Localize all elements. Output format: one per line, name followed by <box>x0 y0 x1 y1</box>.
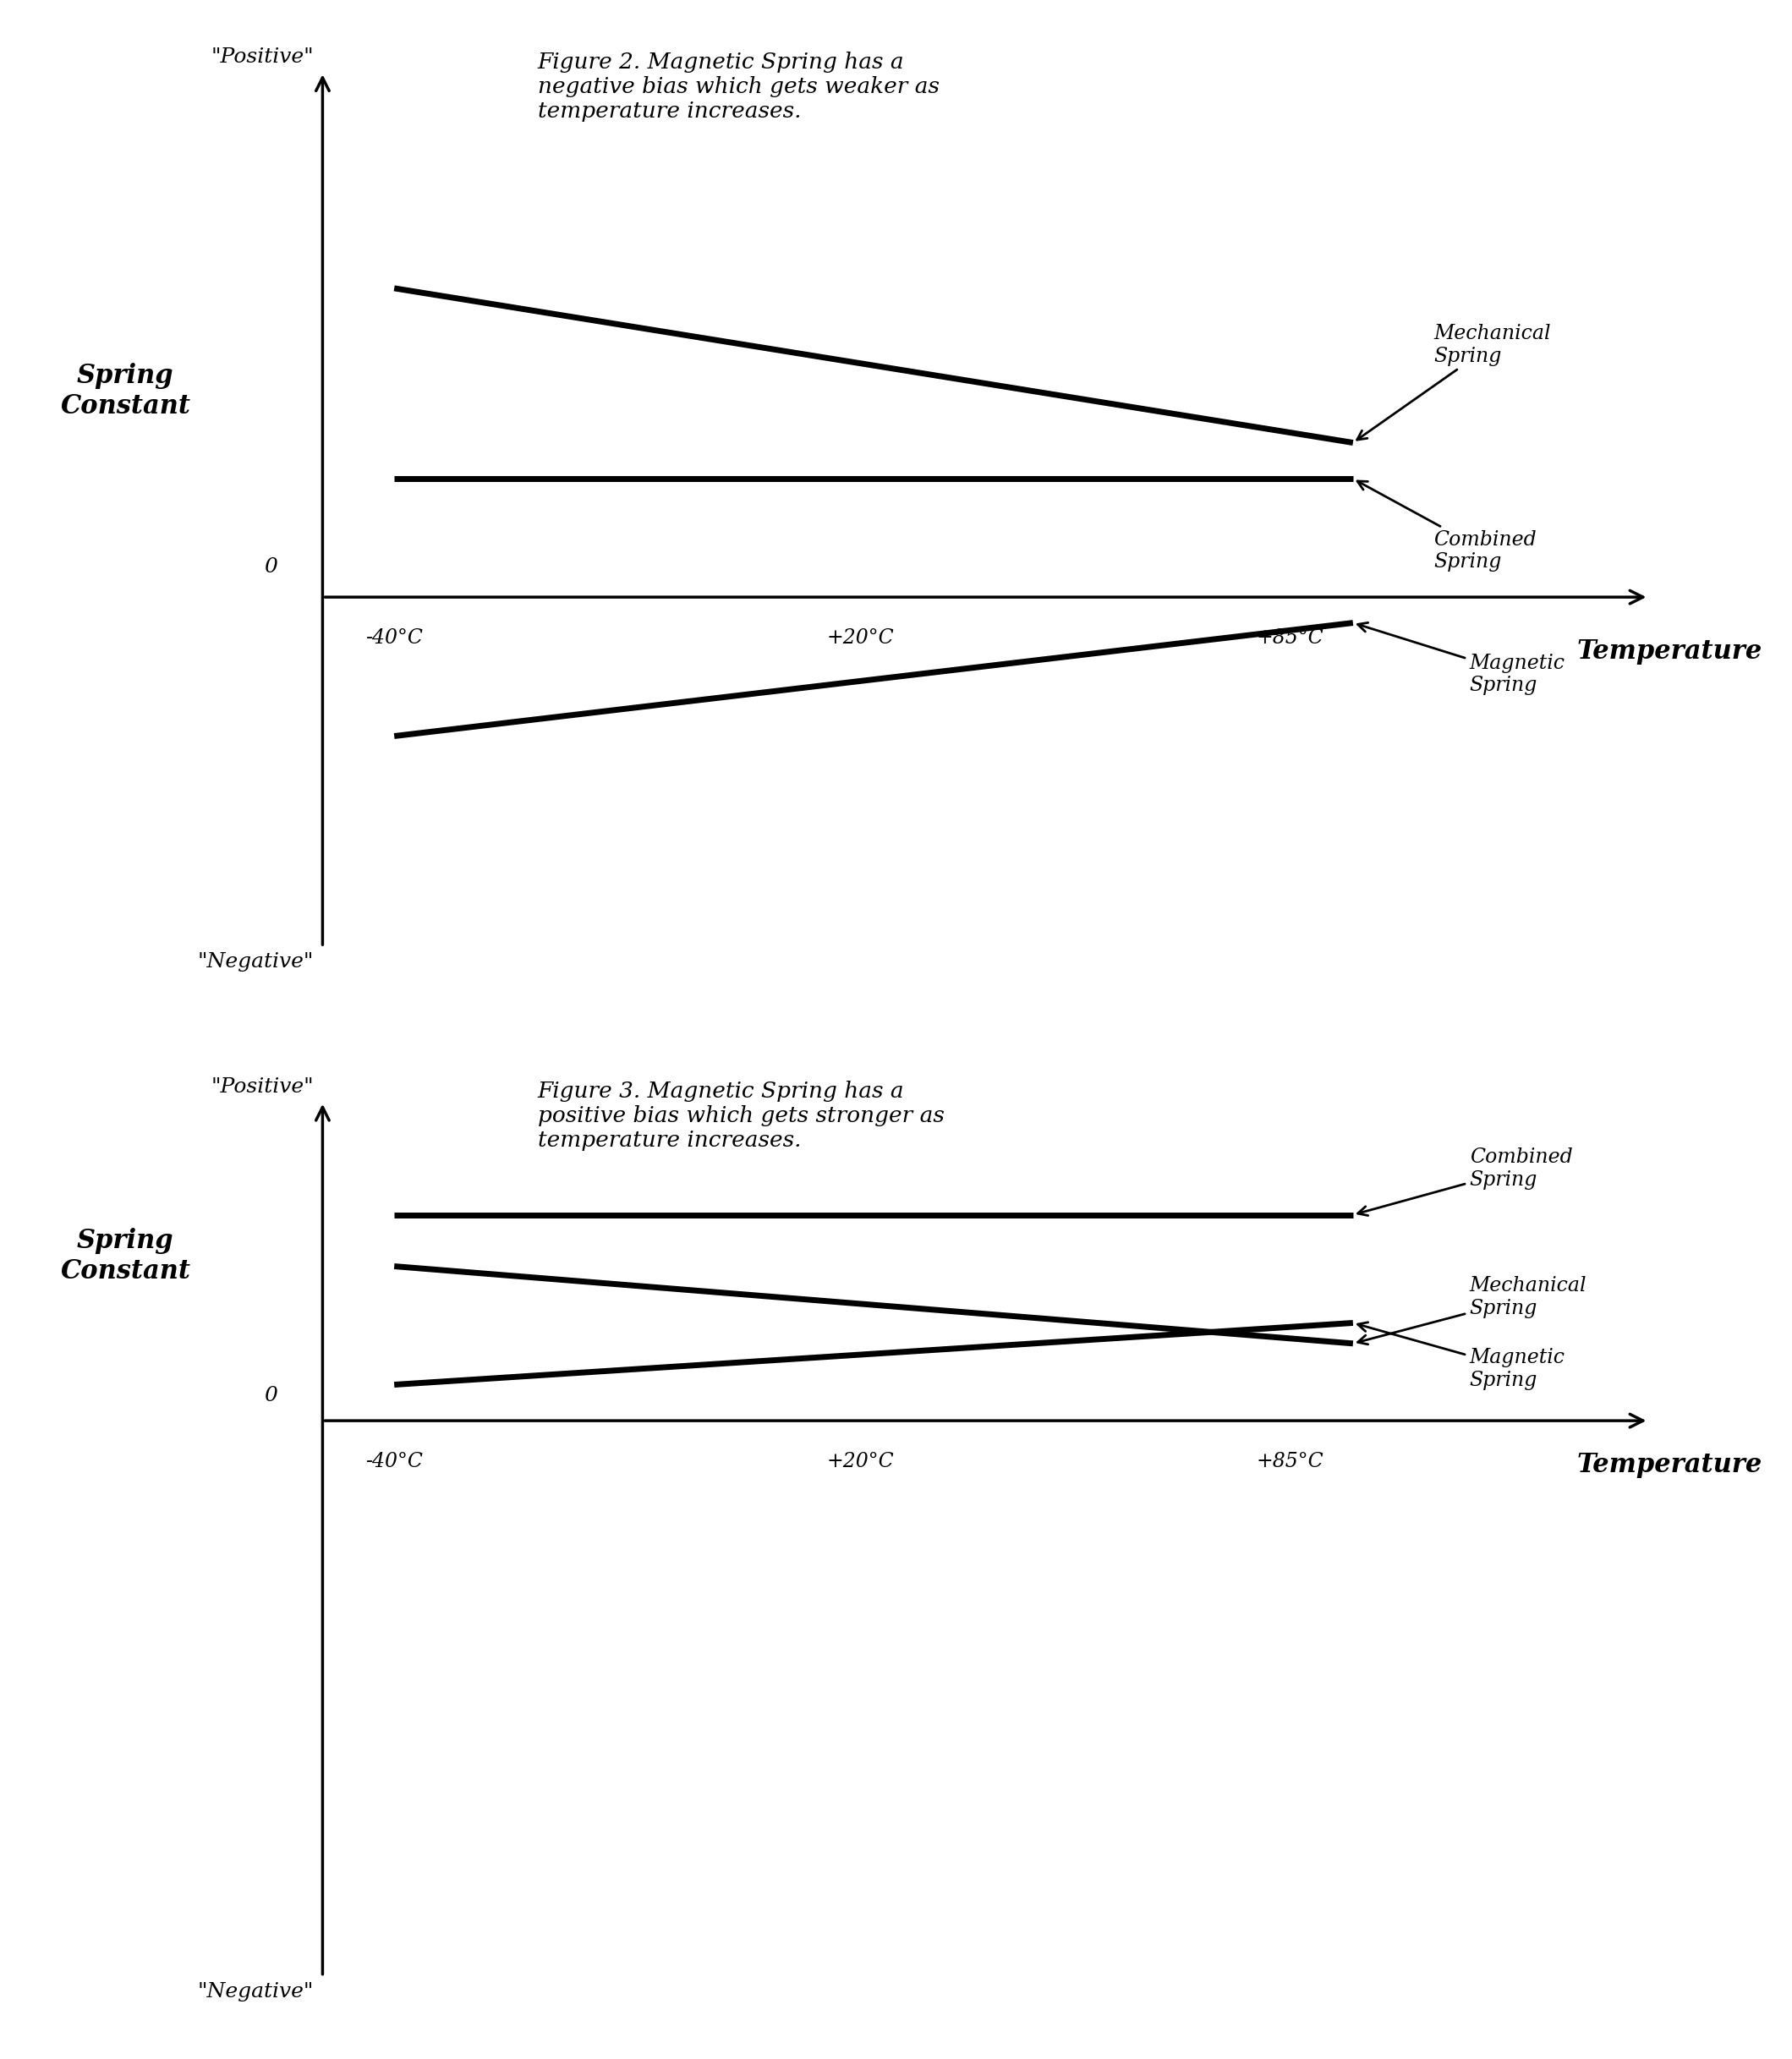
Text: Spring
Constant: Spring Constant <box>61 362 190 420</box>
Text: Mechanical
Spring: Mechanical Spring <box>1357 323 1550 441</box>
Text: +20°C: +20°C <box>826 1452 894 1470</box>
Text: +20°C: +20°C <box>826 628 894 647</box>
Text: +85°C: +85°C <box>1256 1452 1324 1470</box>
Text: -40°C: -40°C <box>366 1452 423 1470</box>
Text: 0: 0 <box>265 558 278 577</box>
Text: Combined
Spring: Combined Spring <box>1357 482 1536 572</box>
Text: "Negative": "Negative" <box>197 1981 314 2001</box>
Text: "Positive": "Positive" <box>211 47 314 66</box>
Text: -40°C: -40°C <box>366 628 423 647</box>
Text: +85°C: +85°C <box>1256 628 1324 647</box>
Text: Mechanical
Spring: Mechanical Spring <box>1358 1277 1586 1345</box>
Text: Temperature: Temperature <box>1577 638 1762 665</box>
Text: Combined
Spring: Combined Spring <box>1358 1147 1572 1215</box>
Text: Temperature: Temperature <box>1577 1452 1762 1478</box>
Text: Spring
Constant: Spring Constant <box>61 1227 190 1285</box>
Text: Figure 2. Magnetic Spring has a
negative bias which gets weaker as
temperature i: Figure 2. Magnetic Spring has a negative… <box>538 51 939 121</box>
Text: Magnetic
Spring: Magnetic Spring <box>1358 1322 1564 1390</box>
Text: "Positive": "Positive" <box>211 1077 314 1095</box>
Text: Figure 3. Magnetic Spring has a
positive bias which gets stronger as
temperature: Figure 3. Magnetic Spring has a positive… <box>538 1081 944 1151</box>
Text: "Negative": "Negative" <box>197 951 314 972</box>
Text: 0: 0 <box>265 1386 278 1406</box>
Text: Magnetic
Spring: Magnetic Spring <box>1358 622 1564 696</box>
